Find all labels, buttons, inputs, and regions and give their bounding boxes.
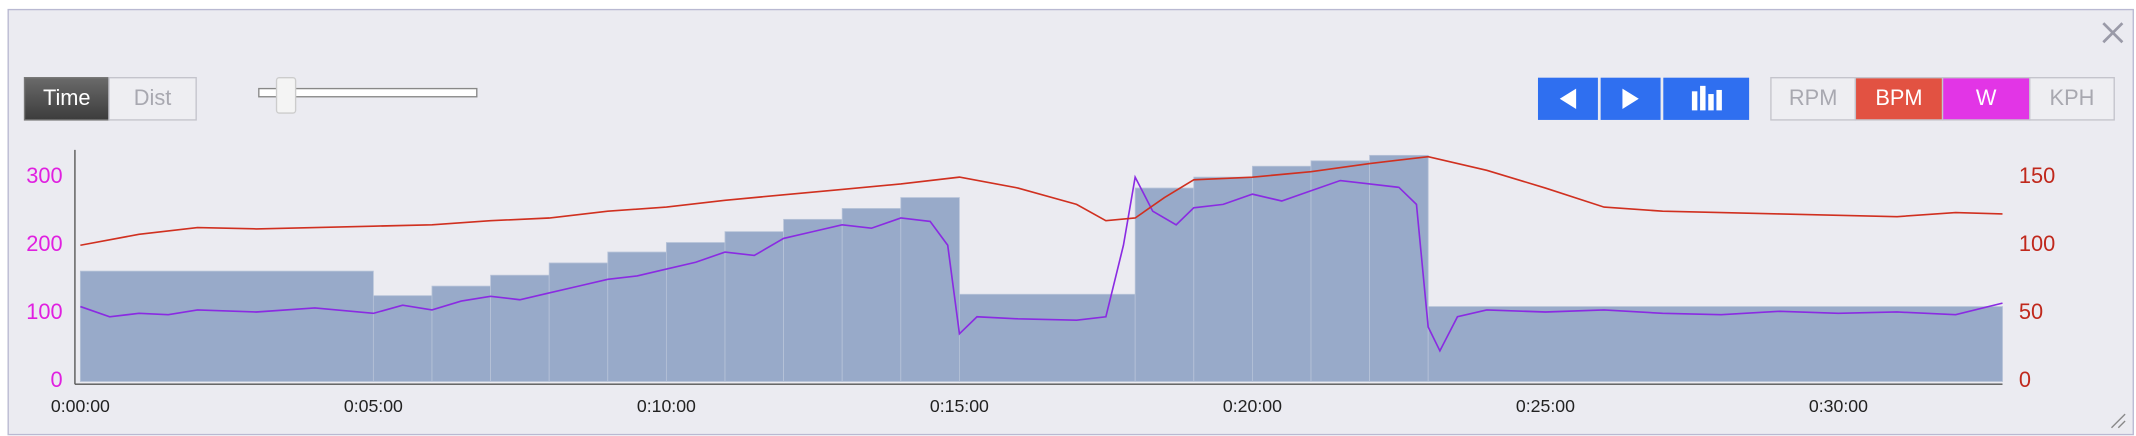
y-tick-label: 300 (26, 163, 62, 188)
w-toggle[interactable] (1941, 77, 2031, 121)
dist-button[interactable] (108, 77, 197, 121)
workout-block (1427, 306, 2003, 382)
y2-tick-label: 150 (2019, 163, 2055, 188)
workout-block (1369, 154, 1429, 382)
zoom-slider-track[interactable] (258, 87, 478, 98)
y-tick-label: 0 (51, 367, 63, 392)
y2-tick-label: 100 (2019, 231, 2055, 256)
blocks-button[interactable] (1663, 77, 1750, 120)
y-tick-label: 200 (26, 231, 62, 256)
close-button[interactable] (2102, 22, 2124, 44)
x-tick-label: 0:20:00 (1223, 396, 1282, 416)
bpm-label: BPM (1875, 85, 1922, 110)
kph-label: KPH (2050, 85, 2095, 110)
heart-rate-line (80, 155, 2003, 247)
workout-block (783, 218, 843, 382)
rpm-label: RPM (1789, 85, 1837, 110)
next-icon (1622, 88, 1639, 110)
workout-block (841, 208, 902, 382)
time-button[interactable] (23, 77, 110, 121)
bpm-toggle[interactable] (1854, 77, 1944, 121)
x-tick-label: 0:25:00 (1516, 396, 1575, 416)
resize-grip[interactable] (2110, 413, 2126, 429)
rpm-toggle[interactable] (1770, 77, 1857, 121)
y2-tick-label: 0 (2019, 367, 2031, 392)
x-tick-label: 0:30:00 (1809, 396, 1868, 416)
workout-block (1193, 176, 1253, 382)
workout-block (958, 293, 1136, 382)
blocks-icon (1691, 85, 1722, 111)
workout-block (724, 231, 784, 382)
y2-tick-label: 50 (2019, 299, 2043, 324)
workout-block (1310, 160, 1371, 382)
prev-icon (1559, 88, 1577, 110)
workout-block (548, 262, 609, 382)
zoom-slider-thumb[interactable] (275, 77, 297, 114)
plot: 0:00:00 0:05:00 0:10:00 0:15:00 0:20:00 0:25:… (26, 154, 2055, 416)
workout-block (900, 197, 960, 382)
workout-block (431, 285, 491, 382)
workout-block (607, 251, 667, 382)
dist-label: Dist (134, 85, 172, 110)
workout-block (79, 270, 374, 382)
x-tick-label: 0:00:00 (51, 396, 110, 416)
x-tick-label: 0:10:00 (637, 396, 696, 416)
workout-block (665, 242, 726, 382)
y-tick-label: 100 (26, 299, 62, 324)
time-label: Time (43, 85, 91, 110)
workout-block (1134, 187, 1195, 382)
x-tick-label: 0:05:00 (344, 396, 403, 416)
x-tick-label: 0:15:00 (930, 396, 989, 416)
workout-block (1251, 165, 1312, 382)
power-line (80, 174, 2003, 353)
kph-toggle[interactable] (2029, 77, 2115, 121)
workout-block (490, 274, 550, 382)
w-label: W (1976, 85, 1997, 110)
